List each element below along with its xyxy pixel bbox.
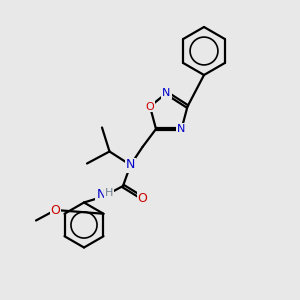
Text: N: N xyxy=(96,188,106,202)
Text: O: O xyxy=(138,191,147,205)
Text: H: H xyxy=(105,188,113,198)
Text: N: N xyxy=(177,124,186,134)
Text: N: N xyxy=(126,158,135,172)
Text: O: O xyxy=(146,101,154,112)
Text: O: O xyxy=(51,203,60,217)
Text: N: N xyxy=(162,88,171,98)
